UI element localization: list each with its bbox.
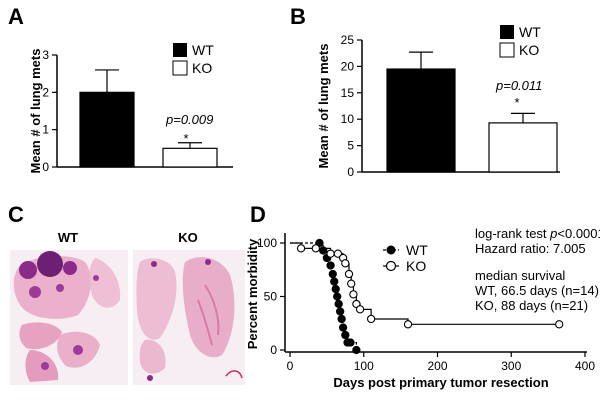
- chart-d-point-wt: [326, 261, 335, 270]
- chart-d-point-wt: [334, 299, 343, 309]
- chart-b-legend-ko: KO: [519, 42, 539, 58]
- chart-d-point-wt: [333, 292, 342, 301]
- chart-d-legend-ko: KO: [406, 258, 426, 274]
- chart-a-ytick-label: 3: [42, 48, 49, 62]
- chart-d-xtick-label: 400: [575, 359, 595, 373]
- chart-a-bar-ko: [162, 147, 218, 168]
- chart-d-xtick-label: 0: [287, 359, 294, 373]
- chart-b-pvalue: p=0.011: [495, 78, 542, 93]
- chart-a-ytick-label: 1: [42, 123, 49, 137]
- chart-d-legend-ko-marker: [385, 260, 397, 272]
- chart-d-point-wt: [335, 307, 345, 316]
- chart-d-point-ko: [555, 320, 564, 329]
- wt-lung-image: [10, 250, 128, 385]
- chart-d-legend-wt: WT: [406, 242, 428, 258]
- chart-b-ytick-label: 15: [341, 86, 355, 100]
- chart-d-point-wt: [346, 338, 355, 347]
- panel-label-a: A: [8, 4, 24, 29]
- chart-d-point-wt: [330, 277, 339, 286]
- chart-d-point-ko: [296, 244, 306, 253]
- chart-d-point-ko: [341, 259, 350, 268]
- chart-b-legend-wt: WT: [519, 24, 541, 40]
- chart-d-median-survival: median survival: [475, 268, 565, 283]
- chart-d-point-ko: [311, 244, 320, 253]
- chart-b-bar-ko: [488, 122, 558, 173]
- chart-d-y-label: Percent morbidity: [245, 238, 260, 349]
- chart-d-point-ko: [344, 269, 354, 279]
- chart-d-logrank: log-rank test p<0.0001: [475, 226, 600, 241]
- panel-label-c: C: [8, 202, 24, 227]
- chart-d-point-ko: [347, 279, 356, 288]
- chart-a-ytick-label: 0: [42, 160, 49, 174]
- chart-a-legend-ko-swatch: [172, 60, 188, 76]
- chart-b-bar-wt: [386, 68, 456, 173]
- chart-a-y-label: Mean # of lung mets: [28, 49, 43, 174]
- chart-a-star: *: [183, 131, 188, 146]
- chart-d-point-ko: [403, 320, 413, 329]
- chart-d-ytick-label: 100: [257, 236, 277, 250]
- chart-b-ytick-label: 25: [341, 33, 355, 47]
- chart-d-hazard-ratio: Hazard ratio: 7.005: [475, 241, 586, 256]
- panel-label-b: B: [290, 4, 306, 29]
- chart-a-ytick-label: 2: [42, 85, 49, 99]
- chart-d-xtick-label: 300: [501, 359, 521, 373]
- chart-b-ytick-label: 10: [341, 112, 355, 126]
- chart-d-median-ko: KO, 88 days (n=21): [475, 298, 588, 313]
- panel-label-d: D: [250, 202, 266, 227]
- chart-a-pvalue: p=0.009: [165, 112, 213, 127]
- chart-b-legend-wt-swatch: [500, 25, 514, 39]
- chart-a-legend-ko: KO: [192, 60, 212, 76]
- chart-d-point-wt: [331, 284, 340, 294]
- chart-b-star: *: [514, 95, 519, 110]
- chart-b-ytick-label: 20: [341, 59, 355, 73]
- chart-d-point-wt: [338, 323, 348, 332]
- chart-d: Percent morbidity Days post primary tumo…: [245, 226, 600, 390]
- chart-d-x-label: Days post primary tumor resection: [333, 375, 548, 390]
- chart-a: Mean # of lung mets 0 1 2 3 WT KO p=0.009 *: [28, 42, 233, 174]
- chart-d-median-wt: WT, 66.5 days (n=14): [475, 283, 599, 298]
- lung-histology-images: WT KO: [10, 230, 245, 385]
- chart-d-point-ko: [333, 249, 343, 258]
- chart-d-point-ko: [349, 290, 358, 299]
- chart-d-point-ko: [366, 314, 376, 324]
- chart-d-point-wt: [352, 345, 361, 355]
- chart-d-ytick-label: 0: [270, 343, 277, 357]
- chart-d-point-wt: [337, 314, 346, 324]
- chart-b-legend-ko-swatch: [499, 42, 515, 58]
- chart-d-xtick-label: 200: [427, 359, 447, 373]
- chart-d-point-wt: [328, 269, 337, 279]
- chart-b-ytick-label: 5: [347, 139, 354, 153]
- chart-d-point-wt: [341, 330, 350, 340]
- chart-d-point-ko: [326, 249, 335, 258]
- chart-a-legend-wt: WT: [192, 42, 214, 58]
- chart-d-legend-wt-marker: [386, 245, 396, 255]
- image-label-ko: KO: [178, 230, 198, 245]
- image-label-wt: WT: [58, 230, 78, 245]
- chart-a-bar-wt: [79, 91, 135, 168]
- chart-d-ytick-label: 50: [264, 290, 278, 304]
- ko-lung-image: [133, 250, 245, 385]
- chart-d-xtick-label: 100: [354, 359, 374, 373]
- chart-b-ytick-label: 0: [347, 165, 354, 179]
- chart-a-legend-wt-swatch: [173, 43, 187, 57]
- chart-d-point-ko: [355, 305, 365, 314]
- chart-b: Mean # of lung mets 0 5 10 15 20 25 WT KO p=0…: [316, 24, 560, 179]
- chart-b-y-label: Mean # of lung mets: [316, 44, 331, 169]
